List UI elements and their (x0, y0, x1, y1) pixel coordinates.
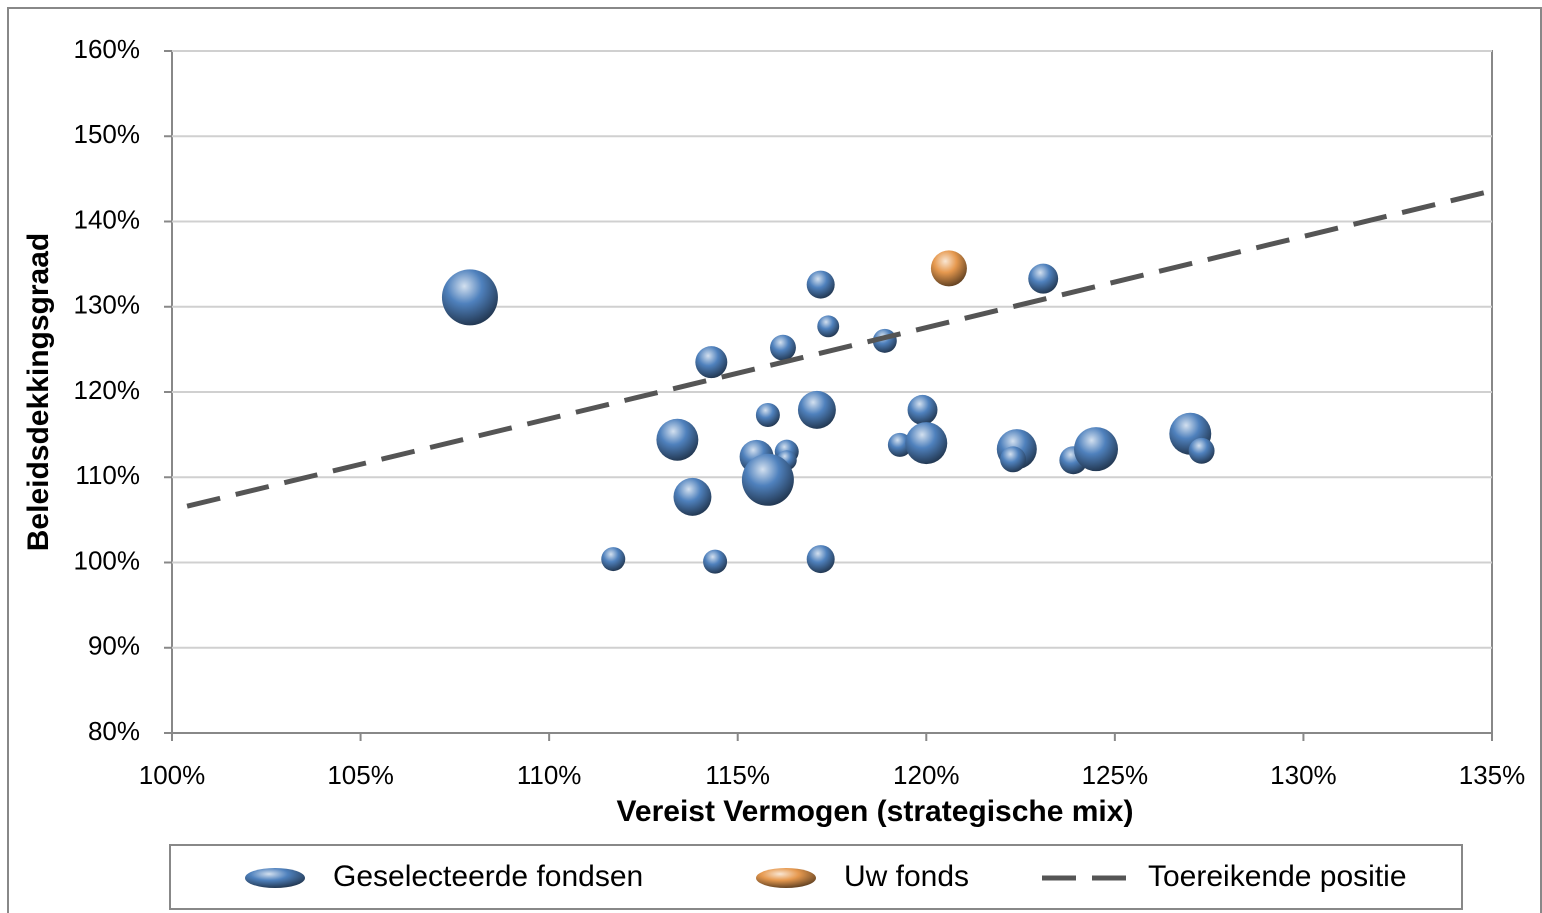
bubble (703, 549, 728, 574)
y-axis-title: Beleidsdekkingsgraad (22, 233, 55, 551)
bubble (741, 453, 794, 506)
bubble (797, 390, 836, 429)
trend-line (186, 188, 1493, 509)
bubble (1028, 263, 1059, 294)
x-tick-label: 125% (1082, 760, 1149, 790)
x-tick-label: 100% (139, 760, 206, 790)
bubble (695, 346, 728, 379)
y-tick-label: 100% (74, 545, 141, 575)
x-tick-label: 110% (517, 760, 582, 790)
legend-swatch (245, 868, 305, 888)
bubble (1188, 437, 1215, 464)
y-tick-label: 130% (74, 290, 141, 320)
y-tick-label: 160% (74, 34, 141, 64)
bubble (441, 269, 498, 326)
bubble (656, 418, 699, 461)
bubble (806, 270, 835, 299)
legend-label: Uw fonds (844, 860, 969, 893)
bubble (907, 394, 938, 425)
y-tick-label: 140% (74, 204, 141, 234)
x-tick-label: 115% (705, 760, 770, 790)
bubble (1000, 446, 1026, 473)
legend-swatch (756, 868, 816, 888)
bubble (806, 545, 835, 574)
bubble (905, 422, 948, 465)
bubble (817, 315, 840, 338)
y-tick-label: 150% (74, 119, 141, 149)
x-tick-label: 135% (1459, 760, 1526, 790)
y-tick-label: 110% (75, 460, 140, 490)
y-tick-label: 80% (88, 716, 140, 746)
bubble (601, 547, 626, 572)
legend-label: Geselecteerde fondsen (333, 860, 643, 893)
x-tick-label: 130% (1270, 760, 1337, 790)
bubble (770, 334, 796, 361)
bubble (673, 477, 712, 516)
x-tick-label: 120% (893, 760, 960, 790)
y-tick-label: 120% (74, 375, 141, 405)
bubble (1074, 427, 1118, 472)
legend-label: Toereikende positie (1148, 860, 1407, 893)
bubble (755, 403, 780, 428)
x-tick-label: 105% (327, 760, 394, 790)
legend-box (169, 844, 1463, 910)
bubble (930, 250, 967, 287)
x-axis-title: Vereist Vermogen (strategische mix) (617, 795, 1134, 828)
y-tick-label: 90% (88, 631, 140, 661)
